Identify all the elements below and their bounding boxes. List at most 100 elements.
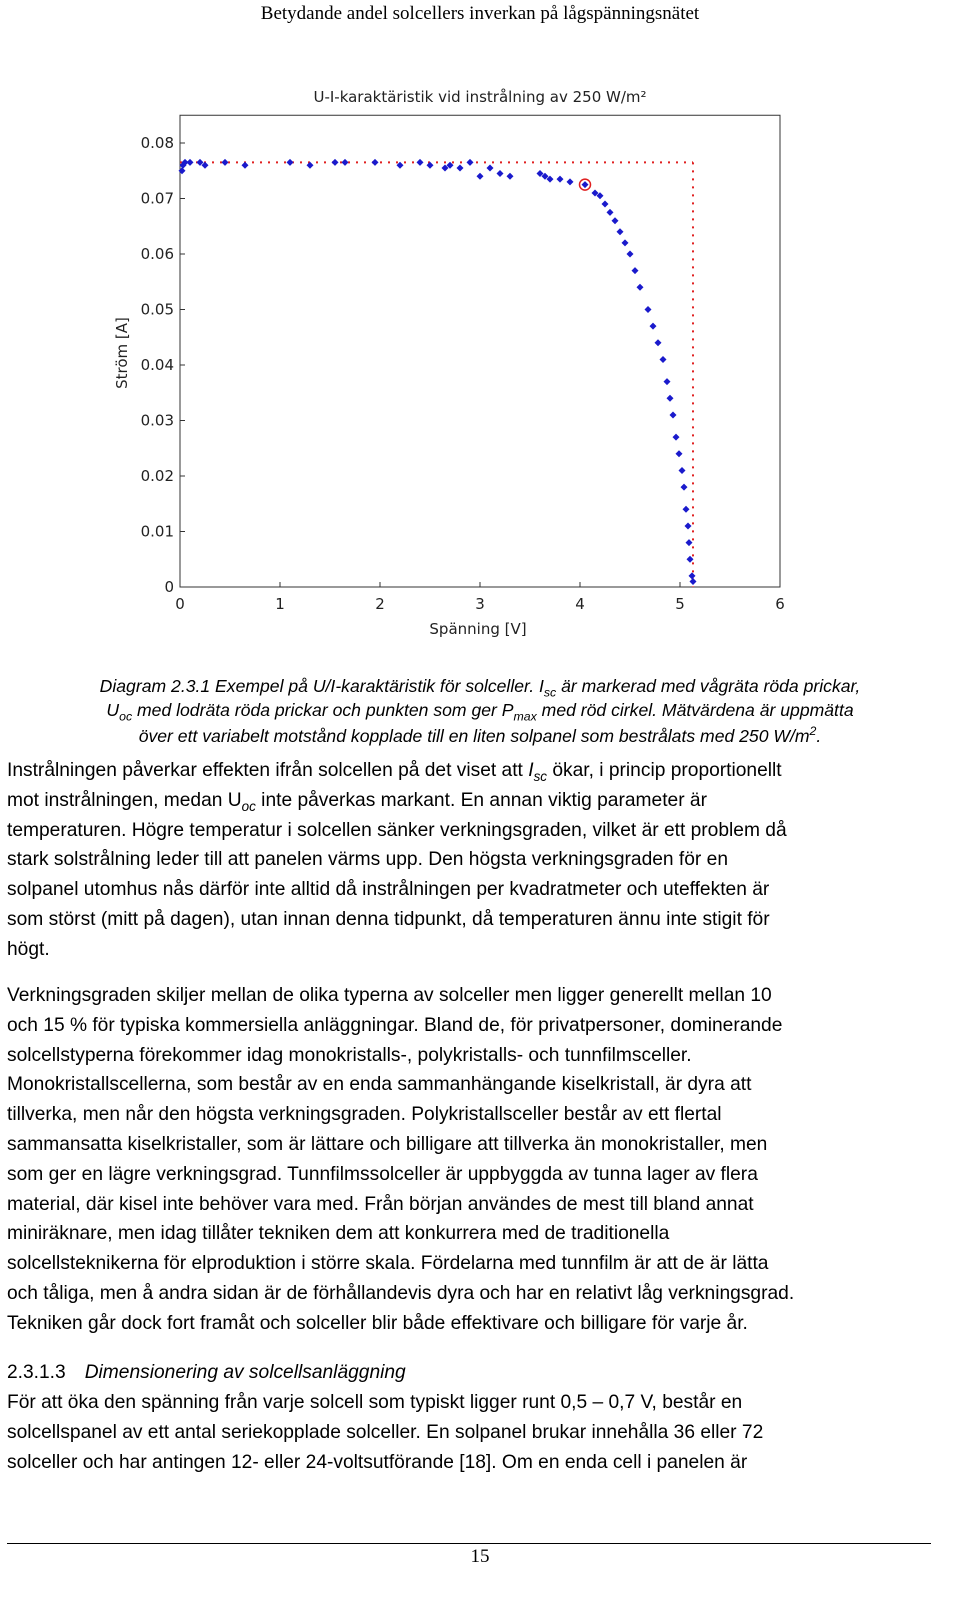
body-line: material, där kisel inte behöver vara me… xyxy=(7,1194,754,1216)
section-heading: 2.3.1.3 Dimensionering av solcellsanläggn… xyxy=(7,1362,406,1384)
x-tick-label: 1 xyxy=(275,595,285,613)
footer-rule xyxy=(7,1543,931,1544)
y-axis-label: Ström [A] xyxy=(113,317,131,389)
data-point xyxy=(621,239,629,247)
text-run: Verkningsgraden skiljer mellan de olika … xyxy=(7,985,772,1006)
text-run: och 15 % för typiska kommersiella anlägg… xyxy=(7,1014,783,1036)
text-run: som ger en lägre verkningsgrad. Tunnfilm… xyxy=(7,1163,758,1185)
y-tick-label: 0.02 xyxy=(141,467,174,485)
y-tick-label: 0.07 xyxy=(141,190,174,208)
page-number: 15 xyxy=(470,1546,490,1567)
data-point xyxy=(669,411,677,419)
x-tick-label: 0 xyxy=(175,595,185,613)
text-run: högt. xyxy=(7,938,50,960)
data-point xyxy=(682,505,690,513)
data-point xyxy=(636,283,644,291)
data-point xyxy=(306,161,314,169)
body-line: och tåliga, men å andra sidan är de förh… xyxy=(7,1283,794,1305)
data-point xyxy=(506,172,514,180)
body-line: Verkningsgraden skiljer mellan de olika … xyxy=(7,985,772,1007)
y-tick-label: 0 xyxy=(164,578,174,596)
data-point xyxy=(672,433,680,441)
data-point xyxy=(536,170,544,178)
data-point xyxy=(196,158,204,166)
data-point xyxy=(649,322,657,330)
data-point xyxy=(441,164,449,172)
x-tick-label: 6 xyxy=(775,595,785,613)
body-line: sammansatta kiselkristaller, som är lätt… xyxy=(7,1134,767,1156)
body-line: solceller och har antingen 12- eller 24-… xyxy=(7,1452,747,1474)
text-run: med lodräta röda prickar och punkten som… xyxy=(132,700,514,720)
subscript: max xyxy=(513,709,537,724)
text-run: För att öka den spänning från varje solc… xyxy=(7,1392,743,1413)
text-run: inte påverkas markant. En annan viktig p… xyxy=(255,789,707,811)
text-run: sammansatta kiselkristaller, som är lätt… xyxy=(7,1134,768,1155)
data-point xyxy=(566,178,574,186)
subscript: oc xyxy=(119,709,133,724)
data-point xyxy=(476,172,484,180)
data-point xyxy=(201,161,209,169)
data-point xyxy=(486,164,494,172)
body-line: mot instrålningen, medan Uoc inte påverk… xyxy=(7,790,707,814)
data-point xyxy=(456,164,464,172)
body-line: som störst (mitt på dagen), utan innan d… xyxy=(7,909,770,931)
data-point xyxy=(581,181,589,189)
text-run: tillverka, men når den högsta verkningsg… xyxy=(7,1104,722,1126)
data-point xyxy=(466,158,474,166)
body-line: tillverka, men når den högsta verkningsg… xyxy=(7,1104,722,1126)
text-run: som störst (mitt på dagen), utan innan d… xyxy=(7,909,770,930)
data-point xyxy=(178,167,186,175)
body-line: solcellsteknikerna för elproduktion i st… xyxy=(7,1253,768,1275)
text-run: Diagram 2.3.1 Exempel på U/I-karaktärist… xyxy=(99,676,544,696)
text-run: över ett variabelt motstånd kopplade til… xyxy=(138,725,810,746)
body-line: Tekniken går dock fort framåt och solcel… xyxy=(7,1313,748,1335)
text-run: U xyxy=(106,700,120,720)
text-run: stark solstrålning leder till att panele… xyxy=(7,849,728,871)
body-line: solpanel utomhus nås därför inte alltid … xyxy=(7,879,769,901)
text-run: solcellsteknikerna för elproduktion i st… xyxy=(7,1253,769,1275)
data-point xyxy=(686,555,694,563)
italic-run: I xyxy=(528,760,534,781)
chart-title: U-I-karaktäristik vid instrålning av 250… xyxy=(313,88,646,106)
x-axis-label: Spänning [V] xyxy=(429,620,526,638)
data-point xyxy=(606,208,614,216)
text-run: miniräknare, men idag tillåter tekniken … xyxy=(7,1223,670,1245)
subscript: sc xyxy=(543,685,557,700)
x-tick-label: 3 xyxy=(475,595,485,613)
data-point xyxy=(616,228,624,236)
data-point xyxy=(341,158,349,166)
data-point xyxy=(659,355,667,363)
section-number: 2.3.1.3 xyxy=(7,1362,66,1383)
data-point xyxy=(601,200,609,208)
data-point xyxy=(644,306,652,313)
text-run: material, där kisel inte behöver vara me… xyxy=(7,1193,754,1215)
body-line: temperaturen. Högre temperatur i solcell… xyxy=(7,820,787,842)
data-point xyxy=(556,175,564,183)
data-point xyxy=(675,450,683,458)
data-point xyxy=(371,158,379,166)
data-point xyxy=(596,192,604,200)
text-run: med röd cirkel. Mätvärdena är uppmätta xyxy=(536,700,854,720)
text-run: solcellstyperna förekommer idag monokris… xyxy=(7,1044,692,1066)
body-line: miniräknare, men idag tillåter tekniken … xyxy=(7,1223,669,1245)
x-tick-label: 2 xyxy=(375,595,385,613)
data-point xyxy=(685,539,693,547)
data-point xyxy=(496,170,504,178)
body-line: och 15 % för typiska kommersiella anlägg… xyxy=(7,1015,782,1037)
data-point xyxy=(678,466,686,474)
data-point xyxy=(546,175,554,183)
body-line: som ger en lägre verkningsgrad. Tunnfilm… xyxy=(7,1164,758,1186)
data-point xyxy=(426,161,434,169)
caption-line: Diagram 2.3.1 Exempel på U/I-karaktärist… xyxy=(0,676,960,700)
body-line: För att öka den spänning från varje solc… xyxy=(7,1392,742,1414)
text-run: . xyxy=(816,725,822,746)
body-line: Monokristallscellerna, som består av en … xyxy=(7,1074,751,1096)
data-point xyxy=(654,339,662,347)
data-point xyxy=(181,158,189,166)
data-point xyxy=(221,158,229,166)
pmax-marker xyxy=(578,178,592,191)
data-point xyxy=(611,217,619,225)
y-tick-label: 0.04 xyxy=(141,356,174,374)
data-point xyxy=(684,522,692,530)
